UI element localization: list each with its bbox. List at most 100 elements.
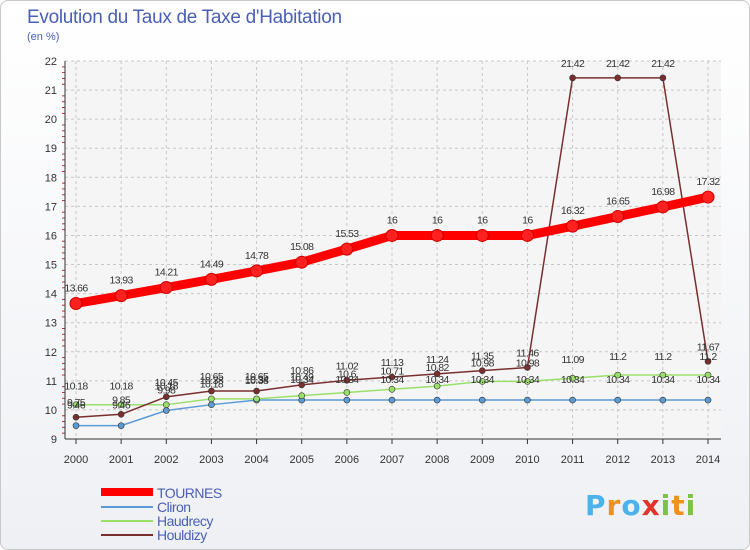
data-point (208, 387, 215, 395)
data-point (566, 219, 580, 233)
data-label: 14.21 (155, 267, 179, 279)
data-point (114, 289, 128, 303)
data-label: 16 (477, 214, 488, 226)
legend: TOURNES Cliron Haudrecy Houldizy (101, 485, 301, 543)
legend-item-houldizy[interactable]: Houldizy (101, 527, 301, 543)
proxiti-logo[interactable]: Proxiti (585, 489, 696, 522)
legend-item-tournes[interactable]: TOURNES (101, 485, 301, 501)
data-point (72, 422, 80, 429)
data-label: 11.2 (609, 351, 627, 363)
data-point (388, 385, 396, 393)
data-label: 15.53 (335, 228, 359, 240)
data-label: 9.98 (157, 385, 176, 397)
data-label: 14.49 (200, 258, 224, 270)
logo-letter: i (685, 489, 697, 522)
data-point (478, 367, 486, 374)
data-point (343, 396, 351, 404)
data-point (208, 395, 215, 403)
data-label: 10.34 (335, 374, 359, 386)
data-point (72, 413, 80, 421)
data-label: 15.08 (290, 241, 314, 253)
y-tick-label: 21 (45, 85, 57, 97)
legend-swatch (101, 488, 153, 496)
legend-label: Houldizy (157, 527, 207, 543)
data-label: 10.82 (426, 362, 450, 374)
logo-letter: r (606, 489, 622, 522)
data-label: 10.34 (516, 374, 540, 386)
data-label: 10.34 (471, 374, 495, 386)
data-label: 21.42 (561, 58, 585, 70)
x-tick-label: 2000 (64, 454, 88, 466)
data-point (704, 396, 712, 404)
data-point (478, 396, 486, 404)
legend-item-cliron[interactable]: Cliron (101, 499, 301, 515)
data-label: 10.34 (245, 374, 269, 386)
data-label: 10.49 (290, 372, 314, 384)
data-point (524, 364, 531, 371)
data-point (162, 393, 170, 401)
data-label: 9.46 (67, 400, 86, 412)
y-tick-label: 22 (45, 56, 57, 68)
data-point (162, 407, 170, 414)
data-point (117, 410, 125, 418)
data-point (430, 228, 444, 242)
data-point (253, 395, 260, 403)
data-point (569, 74, 576, 82)
data-point (433, 382, 441, 390)
data-label: 21.42 (606, 58, 630, 70)
data-point (385, 228, 399, 242)
y-tick-label: 9 (51, 434, 57, 446)
data-label: 11.09 (561, 354, 584, 366)
data-label: 10.6 (338, 368, 357, 380)
data-point (611, 210, 625, 224)
data-point (117, 422, 125, 429)
legend-swatch (101, 520, 153, 522)
data-label: 11.2 (654, 351, 672, 363)
data-point (614, 396, 622, 404)
data-label: 11.02 (336, 360, 359, 372)
data-label: 10.18 (155, 381, 179, 393)
data-point (159, 281, 173, 295)
y-tick-label: 10 (45, 405, 57, 417)
data-point (433, 370, 441, 378)
data-label: 11.2 (699, 351, 717, 363)
data-label: 10.98 (471, 357, 495, 369)
data-point (343, 376, 351, 384)
data-point (343, 389, 351, 396)
data-point (659, 396, 667, 404)
data-point (524, 378, 531, 385)
y-tick-label: 18 (45, 172, 57, 184)
data-label: 16.32 (561, 205, 585, 217)
logo-letter: o (621, 489, 642, 522)
logo-letter: t (671, 489, 686, 522)
x-tick-label: 2010 (515, 454, 539, 466)
data-label: 11.24 (426, 354, 449, 366)
data-label: 9.75 (67, 397, 86, 409)
logo-letter: x (641, 489, 661, 522)
x-tick-label: 2003 (199, 454, 223, 466)
data-point (475, 228, 489, 242)
data-label: 13.66 (64, 283, 88, 295)
legend-label: Haudrecy (157, 513, 213, 529)
data-label: 10.18 (200, 379, 224, 391)
legend-swatch (101, 534, 153, 536)
data-point (520, 228, 534, 242)
data-label: 21.42 (651, 58, 675, 70)
data-point (478, 378, 486, 385)
data-point (162, 401, 170, 408)
x-tick-label: 2005 (289, 454, 313, 466)
data-label: 10.38 (245, 375, 269, 387)
data-point (250, 264, 264, 278)
data-point (253, 387, 260, 395)
data-label: 10.98 (516, 357, 540, 369)
data-label: 16 (522, 214, 533, 226)
data-point (704, 358, 712, 365)
legend-item-haudrecy[interactable]: Haudrecy (101, 513, 301, 529)
x-tick-label: 2007 (380, 454, 404, 466)
x-tick-label: 2013 (651, 454, 675, 466)
data-label: 11.13 (381, 357, 404, 369)
y-tick-label: 15 (45, 260, 57, 272)
y-tick-label: 17 (45, 201, 57, 213)
data-point (433, 396, 441, 404)
